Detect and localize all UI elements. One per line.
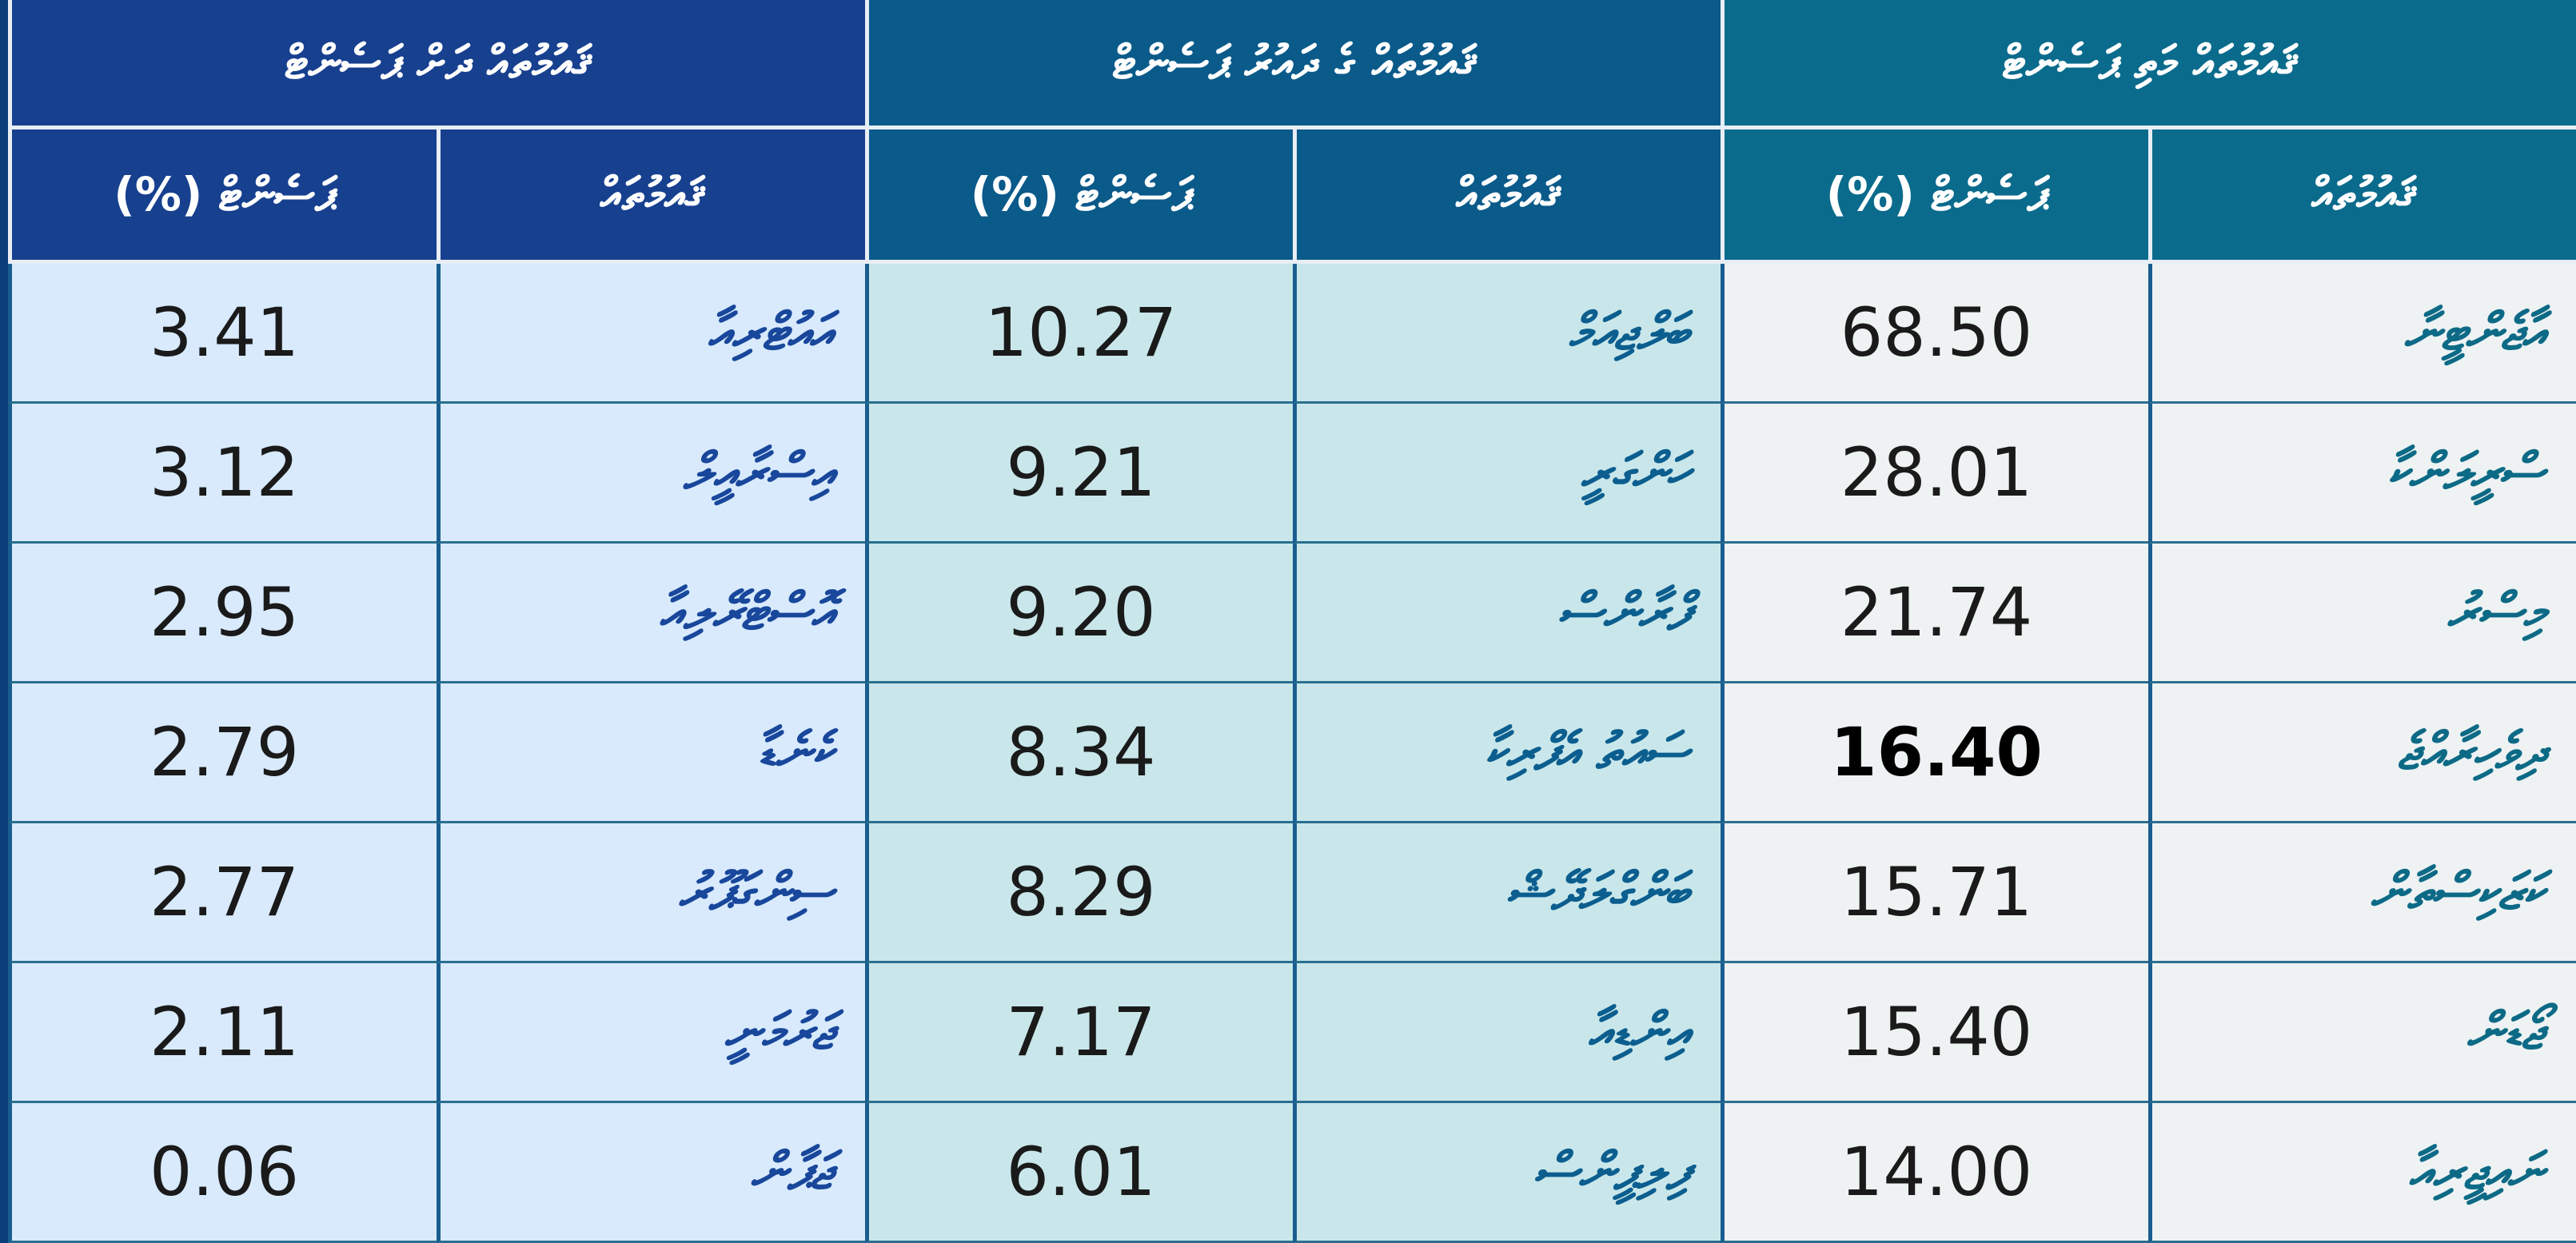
percent-cell: 7.17 — [865, 963, 1293, 1103]
col-header-percent: ޕަސެންޓް (%) — [8, 129, 437, 264]
country-cell: އިންޑިއާ — [1293, 963, 1721, 1103]
country-cell: ހަންގަރީ — [1293, 404, 1721, 544]
country-cell: ކަޒަކިސްތާން — [2148, 823, 2576, 963]
group-title-highest: ޤައުމުތައް މަތި ޕަސެންޓް — [1721, 0, 2576, 129]
country-cell: ޖޯޑަން — [2148, 963, 2576, 1103]
percent-cell: 8.34 — [865, 683, 1293, 823]
country-cell: ނައިޖީރިއާ — [2148, 1103, 2576, 1243]
percent-cell: 15.71 — [1721, 823, 2148, 963]
country-cell: އޮސްޓްރޭލިއާ — [437, 544, 865, 683]
percent-cell: 3.12 — [8, 404, 437, 544]
percent-cell: 9.20 — [865, 544, 1293, 683]
country-cell: ފިލިޕީންސް — [1293, 1103, 1721, 1243]
percent-cell: 68.50 — [1721, 264, 2148, 404]
col-header-country: ޤައުމުތައް — [437, 129, 865, 264]
group-title-lowest: ޤައުމުތައް ދަށް ޕަސެންޓް — [8, 0, 865, 129]
percent-cell: 14.00 — [1721, 1103, 2148, 1243]
col-header-country: ޤައުމުތައް — [2148, 129, 2576, 264]
country-cell: ޖަރުމަނީ — [437, 963, 865, 1103]
percent-cell: 2.11 — [8, 963, 437, 1103]
col-header-percent: ޕަސެންޓް (%) — [865, 129, 1293, 264]
percent-cell: 2.77 — [8, 823, 437, 963]
percent-cell: 10.27 — [865, 264, 1293, 404]
country-cell: މިސްރު — [2148, 544, 2576, 683]
percent-cell: 9.21 — [865, 404, 1293, 544]
country-cell: ސްރީލަންކާ — [2148, 404, 2576, 544]
country-cell: އާޖެންޓީނާ — [2148, 264, 2576, 404]
percent-cell: 2.79 — [8, 683, 437, 823]
country-cell: ޖަޕާން — [437, 1103, 865, 1243]
percent-cell: 28.01 — [1721, 404, 2148, 544]
country-cell: ބަލްޖިއަމް — [1293, 264, 1721, 404]
col-header-percent: ޕަސެންޓް (%) — [1721, 129, 2148, 264]
country-cell: ކެނެޑާ — [437, 683, 865, 823]
percent-cell: 6.01 — [865, 1103, 1293, 1243]
percent-cell-highlighted: 16.40 — [1721, 683, 2148, 823]
percent-cell: 8.29 — [865, 823, 1293, 963]
percent-cell: 3.41 — [8, 264, 437, 404]
country-cell: އައުޓްރިއާ — [437, 264, 865, 404]
country-cell: އިސްރާއީލް — [437, 404, 865, 544]
group-title-middle: ޤައުމުތައް ގެ ދައުރު ޕަސެންޓް — [865, 0, 1721, 129]
percent-cell: 21.74 — [1721, 544, 2148, 683]
country-cell: ސިންގަޕޫރު — [437, 823, 865, 963]
country-cell: ފްރާންސް — [1293, 544, 1721, 683]
percent-cell: 0.06 — [8, 1103, 437, 1243]
col-header-country: ޤައުމުތައް — [1293, 129, 1721, 264]
country-cell: ސައުތު އެފްރިކާ — [1293, 683, 1721, 823]
country-cell: ބަންގްލަދޭޝް — [1293, 823, 1721, 963]
percent-cell: 15.40 — [1721, 963, 2148, 1103]
country-cell: ދިވެހިރާއްޖެ — [2148, 683, 2576, 823]
percent-cell: 2.95 — [8, 544, 437, 683]
